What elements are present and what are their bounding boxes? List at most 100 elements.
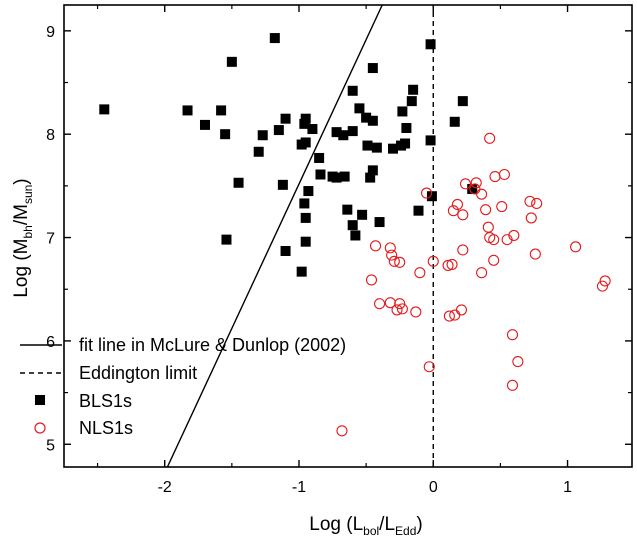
nls1s-point [455,304,468,316]
plot-frame [63,4,633,468]
legend-nls1s-marker [34,422,46,434]
bls1s-point [233,177,244,188]
bls1s-point [300,212,311,223]
bls1s-point [365,172,376,183]
x-tick-label: -2 [158,479,172,496]
axis-ticks: -2 -1 0 1 5 6 7 8 9 [46,5,632,496]
nls1s-point [476,267,488,279]
bls1s-point [354,103,365,114]
nls1s-point [525,212,537,224]
bls1s-point [182,105,193,116]
bls1s-point [216,105,227,116]
nls1s-point [421,187,433,199]
mclure-fit-line [166,5,383,467]
bls1s-point [300,137,311,148]
nls1s-point [496,200,508,213]
bls1s-point [367,63,378,74]
nls1s-point [599,275,611,287]
bls1s-point [397,106,408,117]
nls1s-point [442,259,454,272]
bls1s-point [347,220,358,231]
nls1s-point [488,254,500,266]
nls1s-point [414,267,426,279]
nls1s-point [596,280,609,292]
bls1s-point [199,119,210,130]
bls1s-point [315,169,326,180]
bls1s-point [277,179,288,190]
nls1s-point [506,379,519,391]
bls1s-point [331,127,342,138]
nls1s-point [531,197,543,209]
bls1s-point [457,96,468,107]
nls1s-point [457,244,469,256]
bls1s-point [449,116,460,127]
nls1s-point [374,298,386,310]
bls1s-point [253,146,264,157]
bls1s-point [467,183,478,194]
nls1s-point [508,229,520,242]
nls1s-point [447,205,459,217]
bls1s-point [400,138,411,149]
y-tick-label: 8 [46,127,55,144]
bls1s-point [280,113,291,124]
bls1s-point [299,198,310,209]
nls1s-point [459,178,472,190]
nls1s-point [384,242,396,254]
bls1s-point [307,124,318,135]
bls1s-point [226,56,237,67]
bls1s-point [347,85,358,96]
bls1s-point [339,171,350,182]
nls1s-point [512,356,524,368]
nls1s-point [365,274,378,286]
y-tick-label: 5 [46,437,55,454]
bls1s-point [299,118,310,129]
bls1s-point [374,217,385,228]
x-tick-label: 0 [429,479,438,496]
bls1s-point [425,39,436,50]
nls1s-point [394,256,406,268]
bls1s-point [331,172,342,183]
x-tick-label: 1 [563,479,572,496]
nls1s-point [396,303,408,315]
bls1s-point [371,142,382,153]
bls1s-point [99,104,110,115]
bls1s-point [425,135,436,146]
bls1s-point [413,205,424,216]
nls1s-point [570,241,582,253]
bls1s-point [220,129,231,140]
bls1s-point [347,126,358,137]
nls1s-point [443,310,455,322]
reference-lines [166,5,434,467]
bls1s-point [221,234,232,245]
nls1s-point [446,258,458,270]
nls1s-point [524,195,536,207]
nls1s-point [410,306,422,318]
x-tick-label: -1 [292,479,306,496]
bls1s-point [361,112,372,123]
bls1s-point [367,165,378,176]
legend-bls1s-marker [35,395,45,405]
nls1s-point [529,248,541,260]
nls1s-point [482,221,494,233]
bls1s-point [408,84,419,95]
nls1s-point [498,168,510,181]
bls1s-point [269,33,280,44]
nls1s-point [484,132,496,144]
nls1s-point [427,255,439,267]
data-points [99,33,611,437]
nls1s-point [336,425,348,437]
nls1s-point [391,304,403,316]
y-axis-label: Log (Mbh/Msun) [11,178,35,297]
bls1s-point [406,96,417,107]
bls1s-point [357,209,368,220]
legend-bls1s-label: BLS1s [79,391,132,411]
bls1s-point [303,186,314,197]
nls1s-point [506,329,519,341]
nls1s-point [386,249,398,261]
nls1s-point [470,177,482,189]
bls1s-point [257,130,268,141]
bls1s-point [300,113,311,124]
nls1s-point [480,204,492,216]
nls1s-point [388,255,400,267]
bls1s-point [314,152,325,163]
